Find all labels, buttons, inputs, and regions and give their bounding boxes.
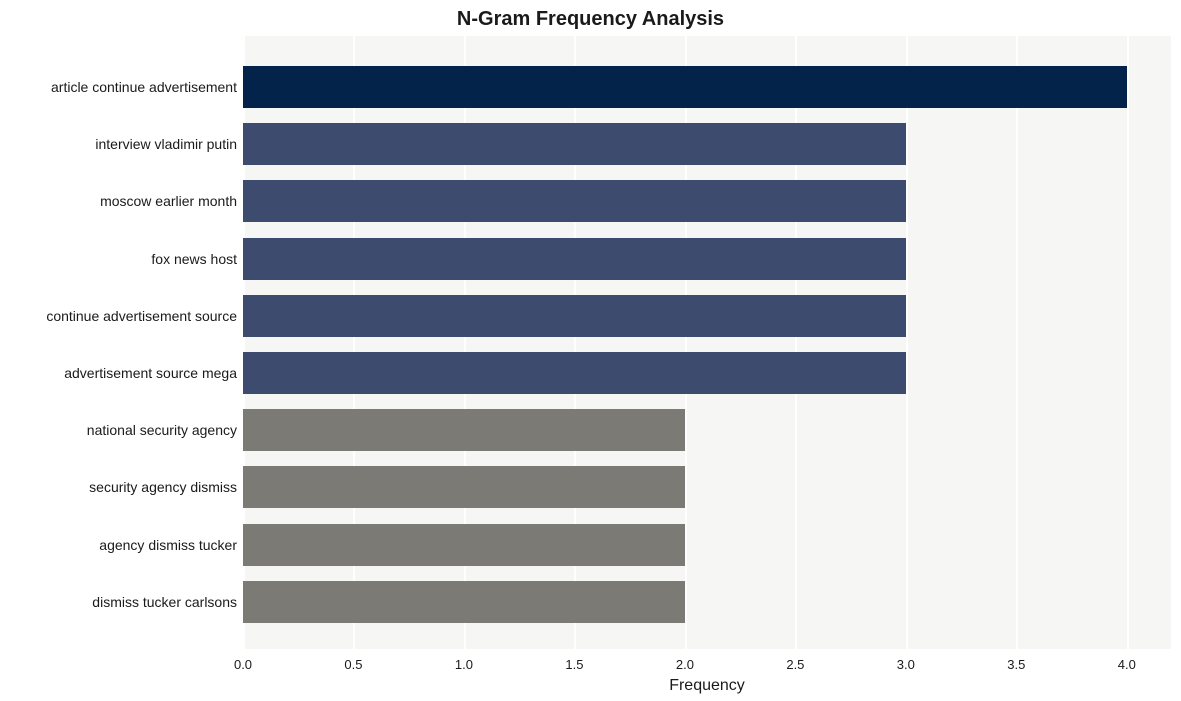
- x-tick-label: 3.5: [1007, 657, 1025, 672]
- y-tick-label: fox news host: [151, 251, 237, 267]
- x-tick-label: 4.0: [1118, 657, 1136, 672]
- x-tick-label: 1.0: [455, 657, 473, 672]
- x-tick-label: 3.0: [897, 657, 915, 672]
- bar: [243, 466, 685, 508]
- x-tick-label: 2.5: [786, 657, 804, 672]
- bar: [243, 295, 906, 337]
- bar: [243, 352, 906, 394]
- y-tick-label: continue advertisement source: [46, 308, 237, 324]
- chart-title: N-Gram Frequency Analysis: [0, 8, 1181, 31]
- bar: [243, 180, 906, 222]
- y-tick-label: moscow earlier month: [100, 193, 237, 209]
- x-tick-label: 0.0: [234, 657, 252, 672]
- plot-area: [243, 36, 1171, 649]
- x-axis-label: Frequency: [657, 677, 757, 695]
- gridline: [1127, 36, 1129, 649]
- y-tick-label: advertisement source mega: [64, 365, 237, 381]
- x-tick-label: 2.0: [676, 657, 694, 672]
- ngram-chart: N-Gram Frequency Analysis article contin…: [0, 0, 1181, 701]
- bar: [243, 123, 906, 165]
- bar: [243, 238, 906, 280]
- y-tick-label: agency dismiss tucker: [99, 537, 237, 553]
- bar: [243, 66, 1127, 108]
- y-tick-label: national security agency: [87, 422, 237, 438]
- x-tick-label: 1.5: [565, 657, 583, 672]
- y-tick-label: security agency dismiss: [89, 479, 237, 495]
- gridline: [906, 36, 908, 649]
- y-tick-label: dismiss tucker carlsons: [92, 594, 237, 610]
- bar: [243, 409, 685, 451]
- y-tick-label: article continue advertisement: [51, 79, 237, 95]
- bar: [243, 581, 685, 623]
- gridline: [1016, 36, 1018, 649]
- x-tick-label: 0.5: [344, 657, 362, 672]
- y-tick-label: interview vladimir putin: [95, 136, 237, 152]
- bar: [243, 524, 685, 566]
